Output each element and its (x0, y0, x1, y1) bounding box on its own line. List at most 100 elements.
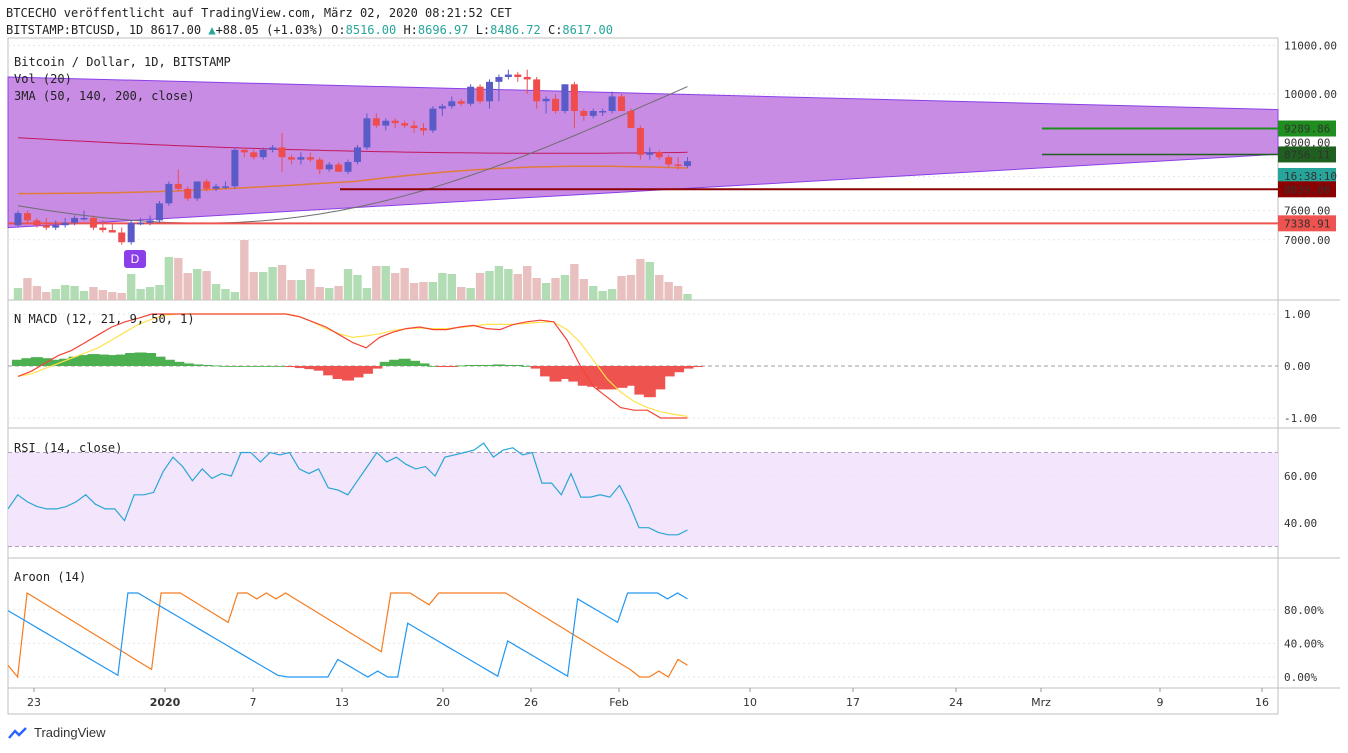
volume-bar (513, 274, 522, 300)
volume-bar (183, 273, 192, 300)
high-label: H: (403, 23, 418, 37)
time-tick-label: 10 (743, 696, 757, 709)
rsi-tick-label: 40.00 (1284, 517, 1317, 530)
price-tick-label: 11000.00 (1284, 39, 1337, 52)
macd-histogram-bar (313, 366, 326, 371)
candle (467, 84, 475, 107)
candle-body (570, 84, 578, 112)
volume-bar (306, 269, 315, 300)
candle (429, 106, 437, 133)
macd-histogram-bar (351, 366, 364, 378)
legend-rsi: RSI (14, close) (14, 441, 123, 455)
volume-bar (51, 289, 60, 300)
high-value: 8696.97 (417, 23, 469, 37)
candle-body (184, 188, 192, 199)
candle (608, 91, 616, 114)
macd-histogram-bar (521, 366, 534, 367)
macd-histogram-bar (247, 366, 260, 367)
macd-tick-label: 0.00 (1284, 360, 1311, 373)
candle-body (193, 181, 201, 199)
candle (146, 215, 154, 226)
volume-bar (249, 272, 258, 300)
macd-histogram-bar (455, 365, 468, 367)
macd-histogram-bar (370, 366, 383, 369)
price-tag-bg (1278, 146, 1336, 163)
candle (80, 210, 88, 221)
macd-histogram-bar (577, 366, 590, 386)
volume-bar (645, 262, 655, 300)
low-value: 8486.72 (490, 23, 541, 37)
candle-body (684, 161, 692, 166)
time-tick-label: 16 (1255, 696, 1269, 709)
tradingview-logo[interactable]: TradingView (6, 725, 106, 740)
volume-bar (13, 288, 23, 300)
candle-body (165, 183, 173, 204)
candle (89, 215, 97, 231)
volume-bar (560, 275, 570, 300)
candle (108, 222, 116, 233)
macd-histogram-bar (21, 358, 34, 366)
price-tick-label: 7600.00 (1284, 205, 1330, 218)
ma200-line (18, 165, 688, 195)
macd-histogram-bar (12, 359, 24, 366)
candle-body (580, 111, 588, 116)
volume-bar (607, 289, 617, 300)
dividend-badge[interactable]: D (124, 250, 146, 268)
volume-bar (42, 292, 51, 300)
candle-body (674, 164, 682, 166)
candle-body (344, 162, 352, 172)
candle-body (269, 147, 277, 150)
macd-histogram-bar (87, 354, 100, 366)
candle-body (542, 98, 550, 102)
candle (61, 217, 69, 228)
candle (184, 186, 192, 201)
candle (316, 157, 324, 175)
volume-bar (400, 268, 409, 300)
candle-body (231, 149, 239, 187)
macd-histogram-bar (408, 360, 421, 366)
macd-histogram-bar (172, 361, 185, 366)
candle (401, 120, 409, 129)
candle-body (259, 149, 267, 158)
legend-ma: 3MA (50, 140, 200, close) (14, 89, 195, 103)
time-tick-label: 26 (524, 696, 538, 709)
candle (391, 118, 399, 129)
low-label: L: (475, 23, 491, 37)
volume-bar (598, 291, 607, 300)
candle (42, 217, 50, 231)
candle (580, 108, 588, 121)
price-tick-label: 7000.00 (1284, 234, 1330, 247)
macd-histogram-bar (634, 366, 647, 395)
legend-aroon: Aroon (14) (14, 570, 87, 584)
macd-histogram-bar (624, 366, 637, 386)
volume-bar (532, 278, 541, 300)
open-label: O: (331, 23, 346, 37)
candle (212, 183, 220, 192)
volume-bar (89, 287, 98, 300)
candle-body (287, 157, 295, 160)
macd-histogram-bar (558, 366, 571, 379)
candle (33, 217, 41, 228)
volume-bar (108, 292, 117, 300)
macd-histogram-bar (549, 366, 562, 382)
price-tag-label: 8039.00 (1284, 183, 1330, 196)
macd-histogram-bar (681, 366, 694, 369)
candle (325, 162, 333, 172)
candle (297, 152, 305, 165)
candle (250, 149, 258, 160)
candle (306, 152, 314, 163)
macd-histogram-bar (568, 366, 581, 382)
macd-histogram-bar (162, 359, 175, 366)
candle-body (137, 222, 145, 225)
volume-bar (372, 266, 381, 300)
candle-body (212, 186, 220, 189)
macd-histogram-bar (30, 357, 43, 366)
macd-tick-label: 1.00 (1284, 308, 1311, 321)
candle (570, 81, 578, 129)
volume-bar (523, 266, 532, 300)
candle-body (372, 118, 380, 126)
price-tag: 16:38:10 (1278, 168, 1337, 184)
macd-histogram-bar (276, 366, 289, 367)
candle-body (118, 232, 126, 243)
